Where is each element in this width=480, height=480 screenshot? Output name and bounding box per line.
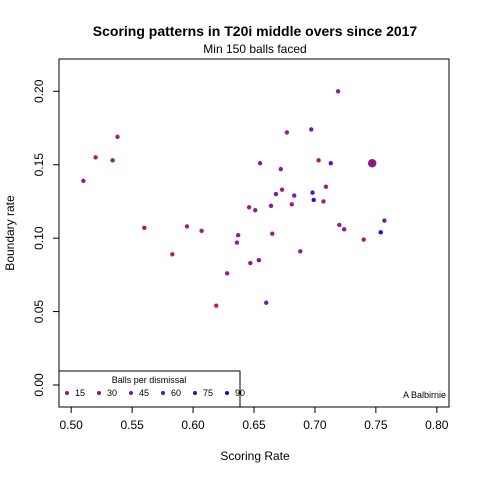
highlight-point [368, 159, 377, 168]
data-point [235, 233, 241, 238]
y-tick-label: 0.15 [32, 153, 46, 177]
data-point [184, 224, 190, 229]
plot-area [58, 58, 450, 408]
legend-entry-label: 90 [235, 388, 245, 398]
data-point [279, 187, 285, 192]
data-point [310, 190, 315, 195]
data-point [278, 166, 284, 172]
data-point [115, 134, 120, 140]
data-point [337, 222, 342, 228]
data-point [234, 240, 240, 245]
data-point [335, 89, 341, 94]
data-point [248, 260, 253, 266]
data-point [93, 155, 98, 160]
x-tick-label: 0.80 [425, 418, 449, 432]
legend-entry-label: 60 [171, 388, 181, 398]
data-point [284, 130, 290, 135]
data-point [361, 237, 366, 242]
legend-box [58, 370, 241, 408]
data-point [253, 208, 258, 213]
x-tick-label: 0.60 [181, 418, 205, 432]
legend-entry-label: 15 [75, 388, 85, 398]
chart-title: Scoring patterns in T20i middle overs si… [93, 23, 418, 39]
legend-title: Balls per dismissal [112, 375, 187, 385]
data-point [257, 161, 263, 166]
data-point [341, 227, 347, 232]
legend-entry-label: 30 [107, 388, 117, 398]
legend-marker [225, 391, 229, 395]
legend-entry-label: 45 [139, 388, 149, 398]
x-axis-label: Scoring Rate [220, 449, 290, 463]
data-point [316, 158, 321, 163]
legend-marker [65, 391, 69, 395]
data-point [292, 193, 297, 198]
data-point [321, 199, 326, 204]
data-point [246, 205, 252, 210]
legend-entries: 15 30 45 60 75 90 [65, 388, 245, 398]
data-point [273, 191, 279, 197]
data-point [268, 203, 274, 209]
data-point [289, 202, 294, 207]
legend: Balls per dismissal 15 30 45 60 75 90 [58, 370, 245, 408]
data-point [270, 231, 275, 236]
data-point [263, 300, 269, 305]
data-point [311, 197, 316, 203]
legend-marker [193, 391, 197, 395]
y-tick-label: 0.00 [32, 373, 46, 397]
legend-marker [97, 391, 101, 395]
legend-entry-label: 75 [203, 388, 213, 398]
legend-marker [129, 391, 133, 395]
data-point [382, 218, 387, 223]
legend-marker [161, 391, 165, 395]
y-axis: 0.00 0.05 0.10 0.15 0.20 [32, 79, 60, 397]
x-tick-label: 0.65 [242, 418, 266, 432]
y-axis-label: Boundary rate [3, 195, 17, 271]
data-points [81, 89, 387, 308]
data-point [328, 161, 333, 166]
data-point [142, 225, 147, 231]
x-tick-label: 0.70 [303, 418, 327, 432]
data-point [256, 257, 262, 263]
y-tick-label: 0.10 [32, 226, 46, 250]
chart-subtitle: Min 150 balls faced [203, 42, 306, 56]
x-tick-label: 0.50 [60, 418, 84, 432]
y-tick-label: 0.05 [32, 300, 46, 324]
highlight-label: A Balbirnie [403, 390, 446, 400]
data-point [199, 228, 204, 233]
data-point [224, 271, 230, 276]
data-point [323, 184, 329, 189]
data-point [214, 303, 219, 308]
data-point [110, 158, 115, 163]
y-tick-label: 0.20 [32, 79, 46, 103]
data-point [378, 230, 383, 235]
data-point [298, 249, 303, 254]
x-tick-label: 0.75 [364, 418, 388, 432]
data-point [309, 127, 314, 132]
x-axis: 0.50 0.55 0.60 0.65 0.70 0.75 0.80 [60, 406, 449, 432]
data-point [81, 178, 86, 184]
data-point [170, 252, 175, 257]
x-tick-label: 0.55 [120, 418, 144, 432]
